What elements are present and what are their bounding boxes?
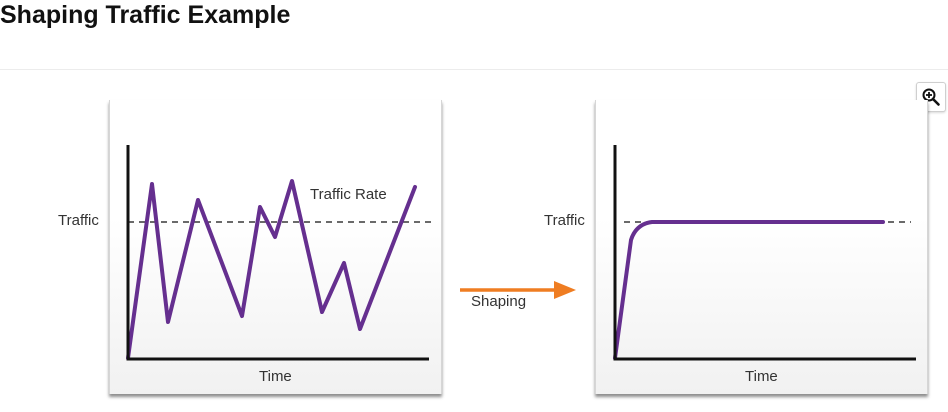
before-traffic-line [128, 181, 415, 358]
traffic-before-graph [110, 100, 443, 394]
header-divider [0, 69, 948, 70]
traffic-after-graph [596, 100, 929, 394]
traffic-before-panel [109, 100, 442, 394]
before-y-label: Traffic [58, 212, 99, 229]
before-x-label: Time [259, 368, 292, 385]
page-title: Shaping Traffic Example [0, 1, 290, 30]
before-series-label: Traffic Rate [310, 186, 387, 203]
after-y-label: Traffic [544, 212, 585, 229]
after-x-label: Time [745, 368, 778, 385]
traffic-after-panel [595, 100, 928, 394]
after-traffic-line [615, 222, 883, 358]
shaping-label: Shaping [471, 293, 526, 310]
